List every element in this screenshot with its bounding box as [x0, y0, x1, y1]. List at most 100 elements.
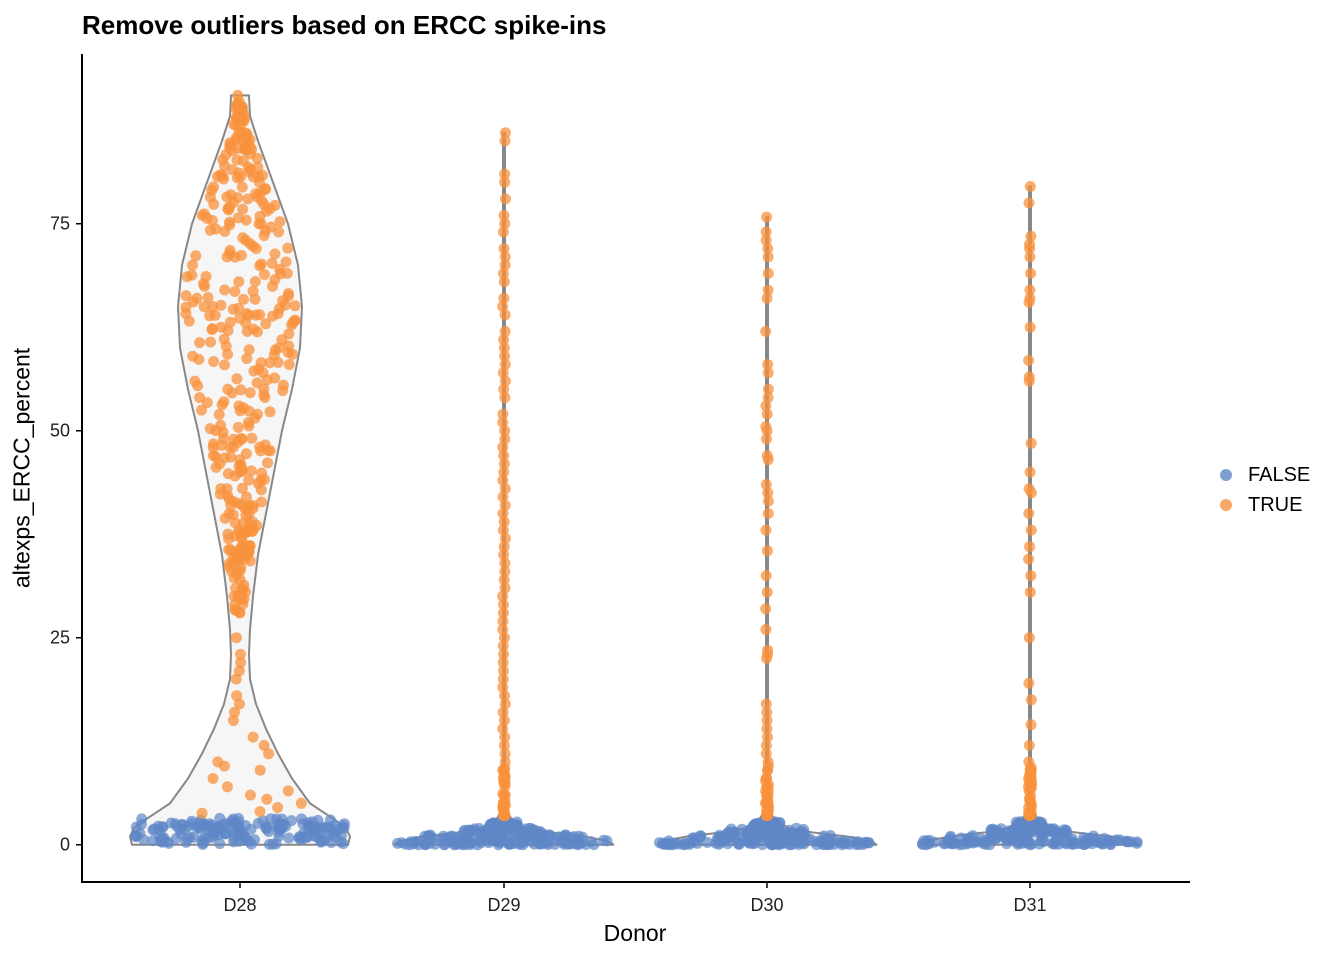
point-true	[283, 340, 295, 352]
point-true	[208, 181, 219, 193]
point-true	[761, 715, 773, 726]
point-false	[469, 825, 481, 837]
point-false	[130, 830, 142, 842]
point-true	[761, 292, 773, 304]
point-true	[498, 574, 510, 586]
point-true	[499, 566, 511, 577]
y-ticks: 0 25 50 75	[50, 214, 82, 855]
point-false	[265, 813, 277, 825]
point-true	[236, 482, 248, 494]
point-true	[181, 271, 193, 283]
point-true	[761, 408, 773, 420]
point-true	[234, 454, 246, 466]
point-true	[761, 211, 773, 223]
point-false	[679, 838, 691, 850]
point-true	[243, 344, 255, 356]
point-true	[263, 748, 275, 760]
point-true	[497, 673, 509, 685]
point-true	[499, 392, 511, 404]
point-true	[252, 161, 264, 173]
point-false	[197, 837, 209, 849]
point-true	[260, 318, 272, 330]
point-true	[277, 295, 289, 307]
point-true	[244, 238, 256, 250]
point-false	[296, 813, 307, 825]
point-true	[222, 528, 234, 540]
point-true	[250, 309, 262, 321]
point-false	[749, 827, 761, 839]
point-true	[264, 445, 276, 457]
point-true	[283, 328, 295, 340]
point-true	[499, 127, 511, 139]
point-true	[223, 204, 235, 216]
point-true	[762, 383, 774, 395]
point-true	[282, 785, 294, 797]
point-true	[498, 334, 510, 346]
point-true	[761, 804, 773, 816]
point-true	[283, 359, 295, 370]
point-true	[235, 657, 247, 669]
point-true	[1024, 764, 1036, 776]
point-false	[695, 830, 707, 842]
point-true	[234, 527, 246, 539]
point-true	[244, 540, 256, 552]
point-true	[1023, 632, 1035, 644]
point-true	[219, 760, 230, 772]
point-false	[396, 837, 408, 849]
point-true	[233, 96, 245, 107]
point-true	[1025, 694, 1037, 706]
point-true	[226, 387, 238, 399]
point-true	[216, 399, 228, 411]
point-true	[497, 657, 509, 669]
point-false	[1071, 838, 1083, 850]
point-true	[240, 509, 252, 521]
point-true	[198, 301, 210, 313]
point-true	[235, 249, 247, 261]
point-true	[255, 445, 267, 457]
point-true	[222, 325, 234, 336]
point-true	[254, 764, 266, 776]
point-true	[499, 433, 511, 445]
point-true	[187, 259, 198, 271]
point-true	[248, 323, 260, 335]
point-false	[413, 839, 425, 851]
point-true	[196, 404, 207, 416]
point-true	[224, 216, 235, 228]
point-true	[497, 441, 509, 453]
point-true	[254, 260, 266, 272]
points-true-series	[180, 89, 1037, 822]
point-false	[549, 838, 561, 850]
point-true	[226, 164, 238, 176]
point-true	[499, 135, 511, 147]
point-false	[214, 812, 226, 824]
point-true	[229, 603, 241, 615]
point-true	[232, 553, 244, 565]
point-true	[760, 624, 772, 635]
point-true	[499, 762, 511, 774]
point-true	[1023, 197, 1035, 209]
point-true	[498, 267, 509, 279]
y-tick-label: 0	[60, 835, 70, 855]
point-true	[219, 359, 230, 371]
point-true	[219, 512, 231, 524]
point-true	[1024, 243, 1036, 255]
point-true	[762, 267, 774, 279]
point-true	[499, 168, 511, 180]
point-true	[208, 198, 220, 210]
point-false	[967, 830, 979, 841]
point-true	[1024, 181, 1036, 192]
point-false	[320, 833, 332, 845]
point-true	[249, 276, 261, 287]
point-true	[762, 508, 774, 519]
point-false	[1007, 825, 1018, 837]
point-false	[437, 830, 449, 842]
point-true	[240, 214, 252, 226]
point-true	[231, 373, 243, 385]
point-true	[252, 478, 264, 490]
point-false	[769, 819, 781, 831]
y-axis-label: altexps_ERCC_percent	[8, 347, 35, 589]
point-false	[280, 820, 292, 832]
point-true	[497, 681, 509, 693]
point-true	[251, 377, 263, 389]
point-true	[289, 300, 301, 312]
